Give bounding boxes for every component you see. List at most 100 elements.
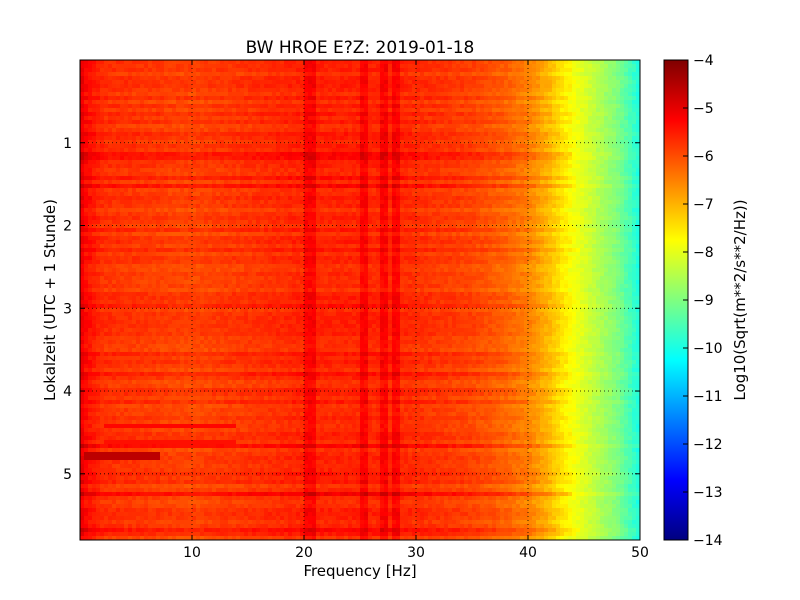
heatmap-cell xyxy=(328,168,333,173)
heatmap-cell xyxy=(528,92,533,97)
heatmap-cell xyxy=(532,156,537,161)
heatmap-cell xyxy=(260,76,265,81)
heatmap-cell xyxy=(100,84,105,89)
heatmap-cell xyxy=(96,144,101,149)
heatmap-cell xyxy=(392,156,397,161)
heatmap-cell xyxy=(456,192,461,197)
heatmap-cell xyxy=(284,200,289,205)
heatmap-cell xyxy=(200,164,205,169)
heatmap-cell xyxy=(160,116,165,121)
heatmap-cell xyxy=(120,100,125,105)
heatmap-cell xyxy=(608,136,613,141)
heatmap-cell xyxy=(88,116,93,121)
heatmap-cell xyxy=(376,144,381,149)
heatmap-cell xyxy=(288,184,293,189)
heatmap-cell xyxy=(468,160,473,165)
heatmap-cell xyxy=(88,172,93,177)
heatmap-cell xyxy=(464,76,469,81)
heatmap-cell xyxy=(196,152,201,157)
heatmap-cell xyxy=(116,60,121,65)
heatmap-cell xyxy=(128,196,133,201)
heatmap-cell xyxy=(180,72,185,77)
heatmap-cell xyxy=(616,100,621,105)
heatmap-cell xyxy=(396,180,401,185)
heatmap-cell xyxy=(192,116,197,121)
heatmap-cell xyxy=(400,156,405,161)
heatmap-cell xyxy=(416,176,421,181)
heatmap-cell xyxy=(204,72,209,77)
heatmap-cell xyxy=(572,184,577,189)
heatmap-cell xyxy=(400,124,405,129)
heatmap-cell xyxy=(168,160,173,165)
heatmap-cell xyxy=(632,112,637,117)
heatmap-cell xyxy=(280,100,285,105)
heatmap-cell xyxy=(440,156,445,161)
heatmap-cell xyxy=(336,188,341,193)
heatmap-cell xyxy=(260,160,265,165)
heatmap-cell xyxy=(240,88,245,93)
heatmap-cell xyxy=(252,88,257,93)
heatmap-cell xyxy=(80,144,85,149)
heatmap-cell xyxy=(516,148,521,153)
heatmap-cell xyxy=(256,160,261,165)
heatmap-cell xyxy=(316,120,321,125)
heatmap-cell xyxy=(484,192,489,197)
heatmap-cell xyxy=(436,68,441,73)
heatmap-cell xyxy=(504,196,509,201)
heatmap-cell xyxy=(220,72,225,77)
heatmap-cell xyxy=(452,76,457,81)
heatmap-cell xyxy=(380,192,385,197)
heatmap-cell xyxy=(560,180,565,185)
heatmap-cell xyxy=(464,128,469,133)
heatmap-cell xyxy=(576,196,581,201)
heatmap-cell xyxy=(384,164,389,169)
heatmap-cell xyxy=(380,64,385,69)
heatmap-cell xyxy=(252,60,257,65)
heatmap-cell xyxy=(520,60,525,65)
heatmap-cell xyxy=(144,164,149,169)
heatmap-cell xyxy=(472,176,477,181)
heatmap-cell xyxy=(596,188,601,193)
heatmap-cell xyxy=(324,80,329,85)
heatmap-cell xyxy=(608,188,613,193)
heatmap-cell xyxy=(160,180,165,185)
heatmap-cell xyxy=(552,64,557,69)
heatmap-cell xyxy=(352,128,357,133)
heatmap-cell xyxy=(380,172,385,177)
heatmap-cell xyxy=(312,88,317,93)
heatmap-cell xyxy=(108,176,113,181)
heatmap-cell xyxy=(324,96,329,101)
heatmap-cell xyxy=(416,112,421,117)
heatmap-cell xyxy=(276,92,281,97)
heatmap-cell xyxy=(116,68,121,73)
heatmap-cell xyxy=(236,88,241,93)
heatmap-cell xyxy=(296,100,301,105)
heatmap-cell xyxy=(536,164,541,169)
heatmap-cell xyxy=(388,188,393,193)
heatmap-cell xyxy=(436,156,441,161)
heatmap-cell xyxy=(512,164,517,169)
heatmap-cell xyxy=(536,144,541,149)
heatmap-cell xyxy=(472,152,477,157)
heatmap-cell xyxy=(384,148,389,153)
heatmap-cell xyxy=(332,184,337,189)
heatmap-cell xyxy=(408,176,413,181)
heatmap-cell xyxy=(152,124,157,129)
heatmap-cell xyxy=(564,120,569,125)
heatmap-cell xyxy=(528,188,533,193)
heatmap-cell xyxy=(124,176,129,181)
heatmap-cell xyxy=(308,92,313,97)
heatmap-cell xyxy=(244,176,249,181)
heatmap-cell xyxy=(264,168,269,173)
heatmap-cell xyxy=(408,60,413,65)
heatmap-cell xyxy=(536,92,541,97)
heatmap-cell xyxy=(496,68,501,73)
heatmap-cell xyxy=(520,152,525,157)
heatmap-cell xyxy=(156,96,161,101)
heatmap-cell xyxy=(596,124,601,129)
heatmap-cell xyxy=(436,108,441,113)
heatmap-cell xyxy=(432,200,437,205)
heatmap-cell xyxy=(552,128,557,133)
heatmap-cell xyxy=(436,132,441,137)
heatmap-cell xyxy=(244,116,249,121)
